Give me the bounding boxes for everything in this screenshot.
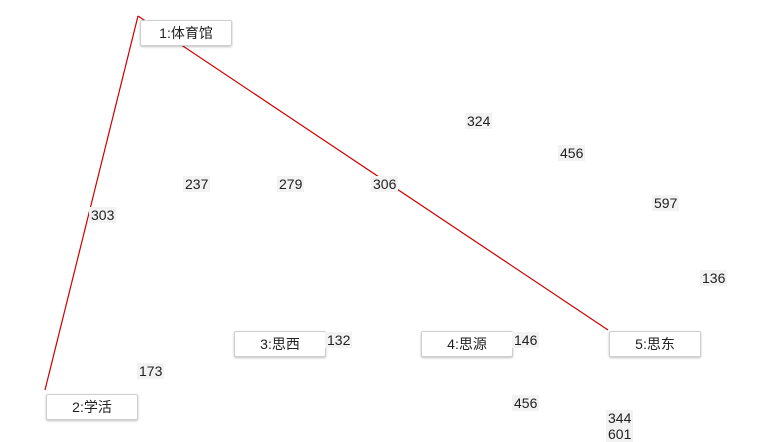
edge-weight-label: 146 <box>512 332 540 348</box>
edge-weight-label: 173 <box>137 363 165 379</box>
edge-weight-label: 456 <box>512 395 540 411</box>
node-4[interactable]: 4:思源 <box>421 331 513 357</box>
node-3[interactable]: 3:思西 <box>234 331 326 357</box>
path-segment-2-1 <box>44 15 139 391</box>
node-2[interactable]: 2:学活 <box>46 394 138 420</box>
edge-weight-label: 344 <box>606 410 634 426</box>
edge-weight-label: 601 <box>606 426 634 442</box>
node-5[interactable]: 5:思东 <box>609 331 701 357</box>
edge-weight-label: 456 <box>558 145 586 161</box>
edge-weight-label: 136 <box>700 270 728 286</box>
edge-weight-label: 132 <box>325 332 353 348</box>
edge-weight-label: 597 <box>652 195 680 211</box>
edge-weight-label: 279 <box>277 176 305 192</box>
node-1[interactable]: 1:体育馆 <box>140 20 232 46</box>
edge-weight-label: 237 <box>183 176 211 192</box>
edge-weight-label: 306 <box>371 176 399 192</box>
edge-weight-label: 324 <box>465 113 493 129</box>
path-segment-1-5 <box>137 15 609 331</box>
edge-weight-label: 303 <box>89 207 117 223</box>
